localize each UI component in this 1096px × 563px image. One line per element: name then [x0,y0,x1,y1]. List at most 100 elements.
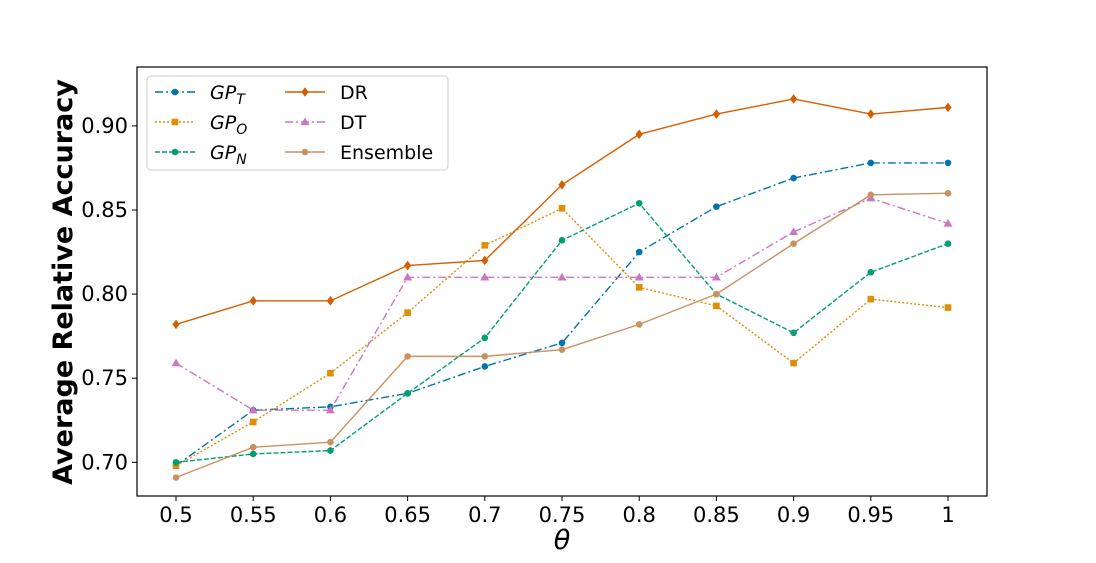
data-point [944,240,952,247]
data-point [325,405,335,414]
series-dr [172,94,952,330]
legend-label: GPO [210,112,247,138]
y-tick-label: 0.85 [81,198,128,222]
x-tick-label: 0.65 [384,503,431,527]
y-axis: 0.70 0.75 0.80 0.85 0.90 [81,114,137,474]
data-point [635,284,643,291]
data-point [327,438,334,446]
series-line [175,197,949,411]
y-tick-label: 0.75 [81,366,128,390]
data-point [404,353,411,360]
data-point [790,174,797,182]
data-point [481,255,489,266]
x-tick-label: 0.5 [159,503,192,527]
series-line [175,162,948,467]
data-point [558,205,566,212]
series-dt [171,193,953,414]
legend-label: GPT [210,82,246,108]
data-point [481,353,489,360]
data-point [404,260,412,271]
legend-marker [171,148,179,156]
data-point [480,272,490,281]
data-point [790,329,797,337]
data-point [403,272,413,281]
data-point [713,203,720,210]
data-point [327,447,334,454]
legend: GPT GPO GPN DR DT Ensemble [146,75,449,171]
legend-label: DR [340,82,368,104]
legend-marker [301,148,309,156]
y-axis-label: Average Relative Accuracy [48,79,79,485]
data-point [867,109,875,119]
legend-label: Ensemble [340,142,433,164]
legend-item: DT [285,112,367,134]
data-point [943,218,953,227]
data-point [249,296,257,306]
x-axis-label: θ [554,525,571,556]
data-point [172,462,180,470]
data-point [790,240,797,247]
data-point [635,199,643,207]
data-point [481,363,489,370]
data-point [404,390,411,397]
legend-item: GPN [155,142,247,168]
legend-item: GPT [155,82,246,108]
data-point [867,159,875,167]
x-axis: 0.5 0.55 0.6 0.65 0.7 0.75 0.8 0.85 0.9 0.95 1 [159,496,955,527]
data-point [557,272,567,281]
legend-marker [171,118,179,126]
data-point [634,272,644,281]
data-point [713,290,720,298]
data-point [867,268,875,276]
series-line [175,192,949,479]
legend-item: Ensemble [285,142,433,164]
x-tick-label: 0.85 [693,503,740,527]
data-point [327,369,334,377]
y-tick-label: 0.70 [81,450,128,474]
data-point [558,179,566,190]
y-tick-label: 0.80 [81,282,128,306]
x-tick-label: 0.8 [622,503,655,527]
x-tick-label: 0.9 [777,503,810,527]
data-point [326,296,334,306]
data-point [635,248,643,256]
data-point [404,309,411,316]
data-point [944,189,952,197]
series-layer [171,94,953,481]
legend-item: GPO [155,112,247,138]
x-tick-label: 1 [941,503,954,527]
legend-frame [146,75,449,171]
series-gp-o [172,205,952,470]
legend-item: DR [285,82,368,104]
legend-marker [300,117,310,126]
data-point [635,321,643,328]
data-point [790,94,798,104]
series-gp-n [172,199,952,466]
data-point [558,346,566,353]
data-point [558,236,566,244]
data-point [635,129,643,140]
data-point [248,405,258,414]
data-point [867,191,875,199]
data-point [249,443,257,451]
series-gp-t [172,159,952,470]
legend-marker [171,88,179,96]
data-point [712,109,720,119]
legend-marker [301,87,309,97]
legend-label: DT [340,112,367,134]
data-point [713,302,720,310]
data-point [171,358,181,367]
data-point [867,295,875,303]
data-point [790,359,797,367]
data-point [944,102,952,113]
legend-label: GPN [210,142,247,168]
data-point [558,339,566,347]
series-ensemble [172,189,952,481]
x-tick-label: 0.6 [314,503,347,527]
data-point [249,418,257,426]
data-point [944,159,952,167]
x-tick-label: 0.95 [847,503,894,527]
series-line [175,207,949,467]
x-tick-label: 0.7 [468,503,501,527]
data-point [711,272,721,281]
